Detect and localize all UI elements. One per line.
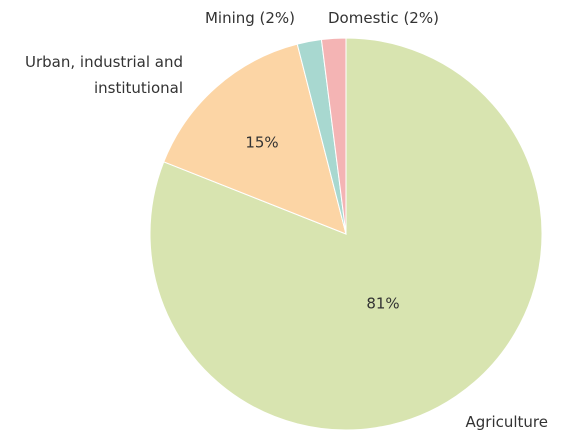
category-label: Urban, industrial and institutional: [25, 53, 183, 97]
pie-slice: [320, 37, 347, 235]
value-label: 81%: [366, 295, 399, 313]
category-label: Agriculture: [465, 413, 549, 431]
pie-slice: [163, 43, 347, 235]
category-label: Mining (2%): [204, 9, 296, 27]
category-label: Domestic (2%): [328, 9, 439, 27]
value-label: 15%: [245, 134, 278, 152]
